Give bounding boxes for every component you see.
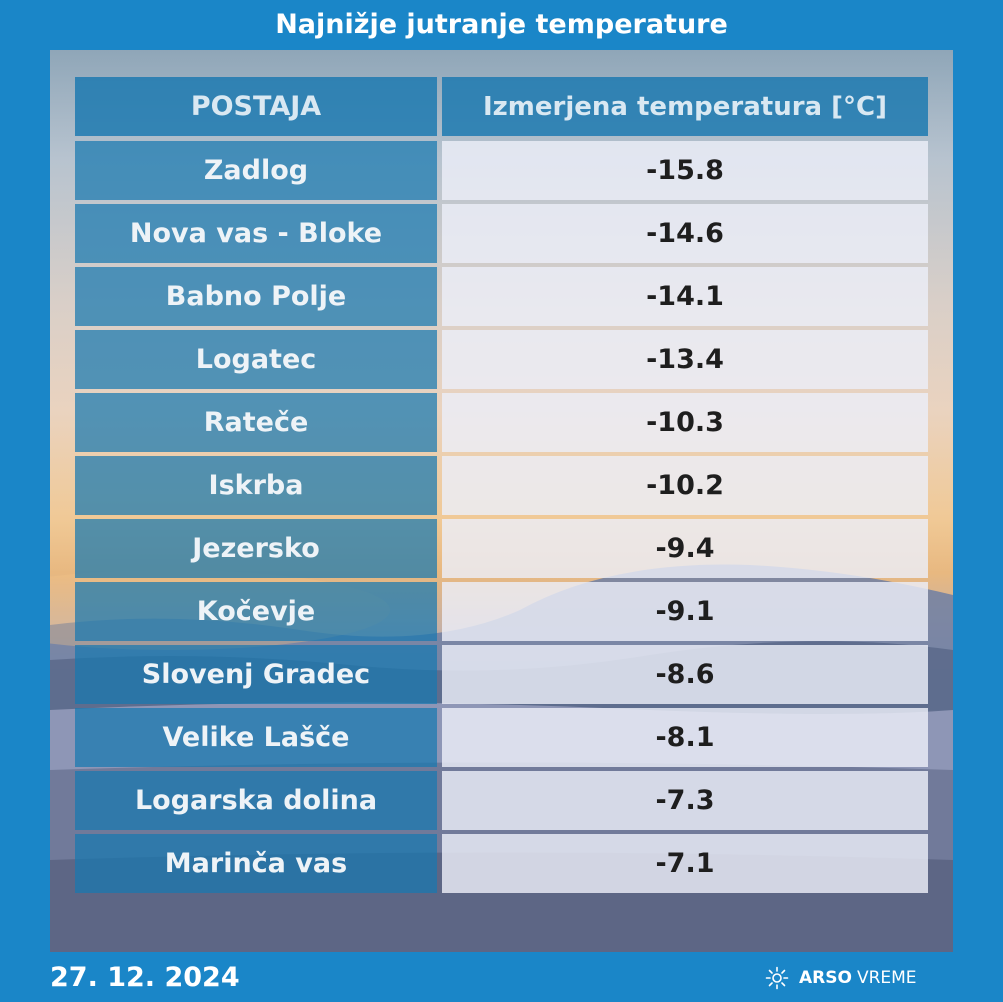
station-name: Logarska dolina [75,771,437,830]
station-name: Zadlog [75,141,437,200]
temperature-table: POSTAJA Izmerjena temperatura [°C] Zadlo… [75,77,928,897]
temperature-value: -10.2 [442,456,928,515]
station-name: Iskrba [75,456,437,515]
header-temperature: Izmerjena temperatura [°C] [442,77,928,136]
temperature-value: -7.3 [442,771,928,830]
table-row: Slovenj Gradec -8.6 [75,645,928,704]
date-label: 27. 12. 2024 [50,962,240,993]
brand-arso: ARSO [799,968,852,988]
temperature-value: -9.4 [442,519,928,578]
temperature-value: -7.1 [442,834,928,893]
station-name: Babno Polje [75,267,437,326]
table-row: Kočevje -9.1 [75,582,928,641]
temperature-value: -9.1 [442,582,928,641]
temperature-value: -8.1 [442,708,928,767]
table-row: Logarska dolina -7.3 [75,771,928,830]
table-row: Jezersko -9.4 [75,519,928,578]
temperature-value: -15.8 [442,141,928,200]
station-name: Kočevje [75,582,437,641]
table-row: Zadlog -15.8 [75,141,928,200]
temperature-value: -14.6 [442,204,928,263]
temperature-value: -8.6 [442,645,928,704]
station-name: Rateče [75,393,437,452]
station-name: Velike Lašče [75,708,437,767]
station-name: Jezersko [75,519,437,578]
station-name: Slovenj Gradec [75,645,437,704]
temperature-value: -13.4 [442,330,928,389]
station-name: Marinča vas [75,834,437,893]
header-station: POSTAJA [75,77,437,136]
temperature-value: -10.3 [442,393,928,452]
brand-vreme: VREME [856,968,917,988]
table-row: Babno Polje -14.1 [75,267,928,326]
station-name: Nova vas - Bloke [75,204,437,263]
table-row: Velike Lašče -8.1 [75,708,928,767]
weather-sun-snow-icon [765,966,789,990]
table-row: Marinča vas -7.1 [75,834,928,893]
table-row: Rateče -10.3 [75,393,928,452]
table-row: Iskrba -10.2 [75,456,928,515]
table-row: Nova vas - Bloke -14.6 [75,204,928,263]
station-name: Logatec [75,330,437,389]
temperature-value: -14.1 [442,267,928,326]
table-row: Logatec -13.4 [75,330,928,389]
table-header-row: POSTAJA Izmerjena temperatura [°C] [75,77,928,136]
arso-vreme-logo: ARSO VREME [765,965,917,991]
page-title: Najnižje jutranje temperature [275,9,728,40]
